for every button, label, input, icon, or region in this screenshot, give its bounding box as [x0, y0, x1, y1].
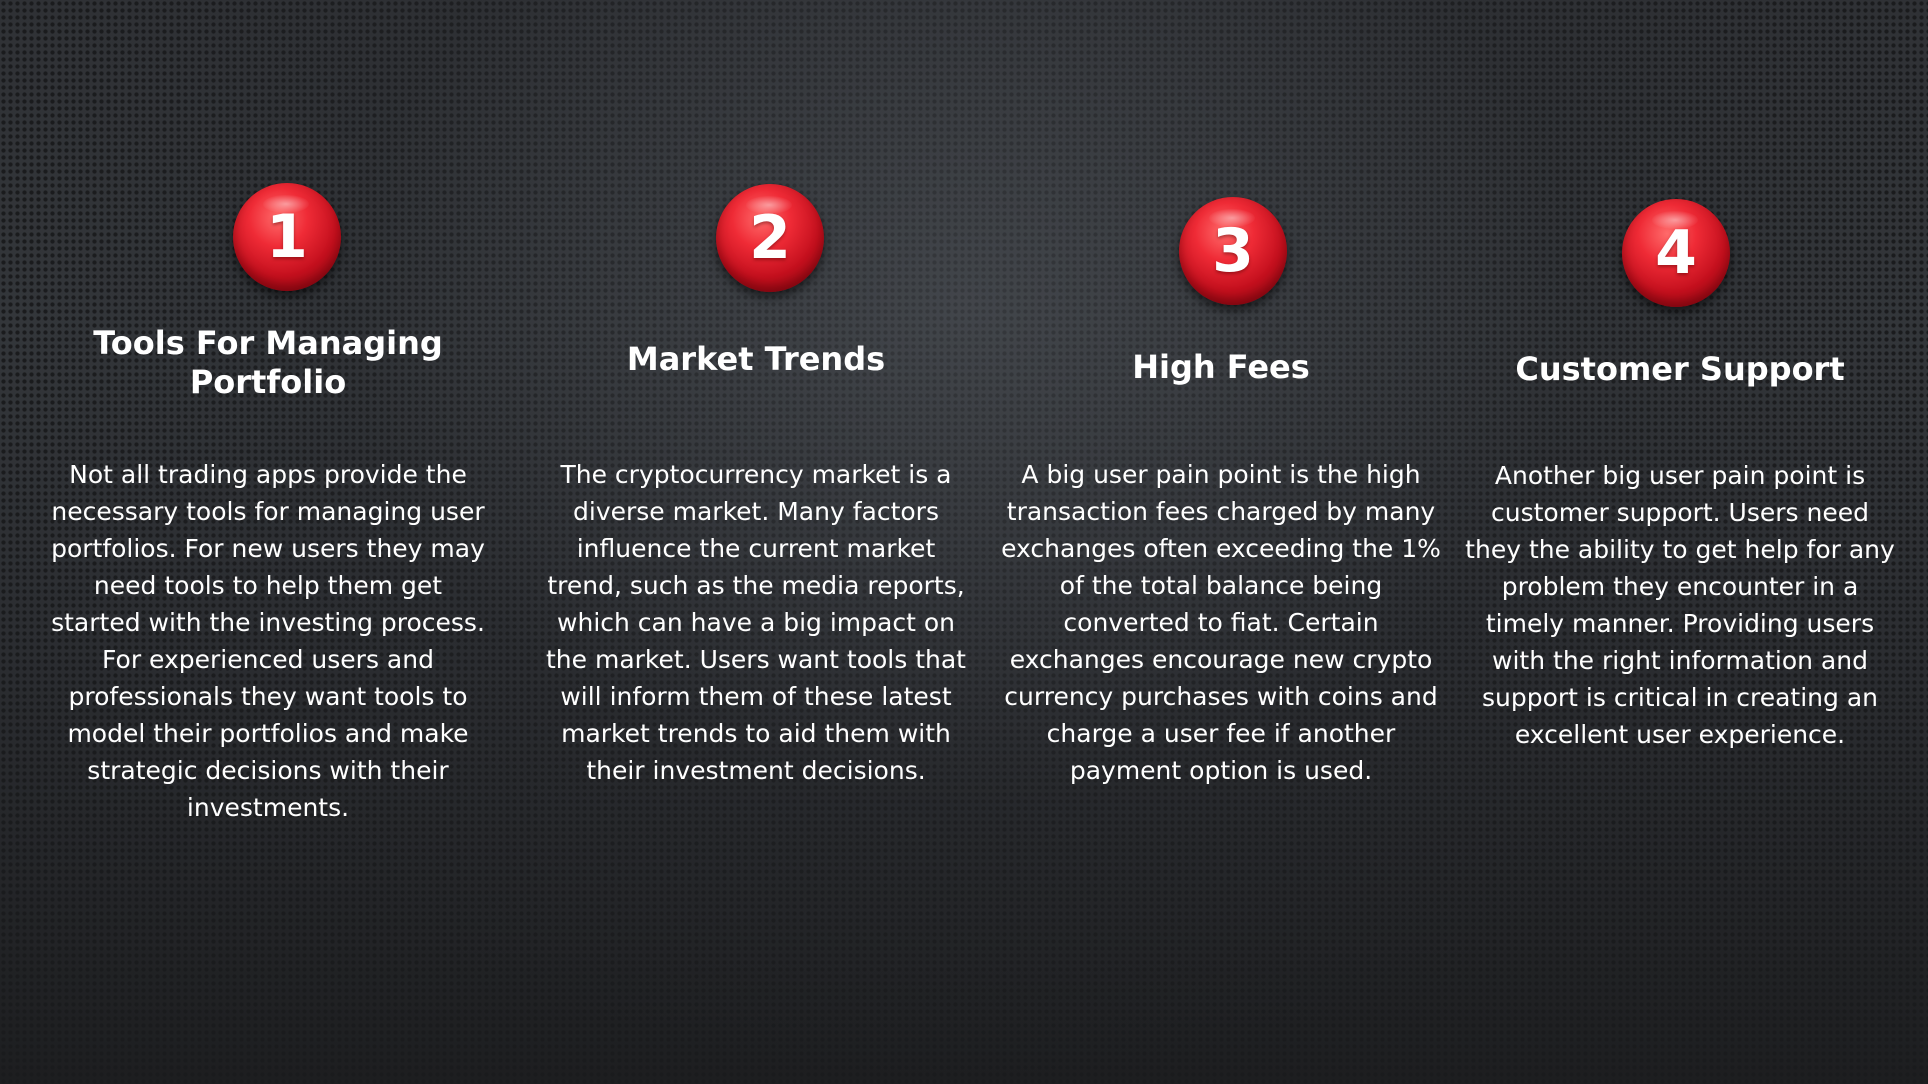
step-4: 4 Customer Support Another big user pain… — [1460, 0, 1900, 1084]
number-badge-1: 1 — [233, 183, 341, 291]
step-title: Tools For Managing Portfolio — [93, 324, 443, 401]
step-description: Not all trading apps provide the necessa… — [51, 460, 485, 822]
badge-number: 4 — [1655, 218, 1697, 288]
badge-number: 1 — [266, 202, 308, 272]
step-title: Customer Support — [1515, 350, 1845, 388]
number-badge-2: 2 — [716, 184, 824, 292]
step-2: 2 Market Trends The cryptocurrency marke… — [536, 0, 976, 1084]
step-description: Another big user pain point is customer … — [1465, 461, 1895, 749]
badge-number: 3 — [1212, 216, 1254, 286]
step-title: Market Trends — [626, 340, 886, 378]
badge-number: 2 — [749, 203, 791, 273]
step-title: High Fees — [1132, 348, 1310, 386]
number-badge-3: 3 — [1179, 197, 1287, 305]
step-description: A big user pain point is the high transa… — [1001, 460, 1441, 785]
step-3: 3 High Fees A big user pain point is the… — [1001, 0, 1441, 1084]
step-description: The cryptocurrency market is a diverse m… — [546, 460, 966, 785]
step-1: 1 Tools For Managing Portfolio Not all t… — [48, 0, 488, 1084]
number-badge-4: 4 — [1622, 199, 1730, 307]
